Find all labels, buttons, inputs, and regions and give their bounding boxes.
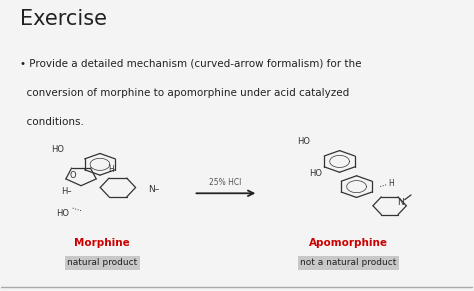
Text: H–: H– <box>62 187 72 196</box>
Text: Morphine: Morphine <box>74 237 130 248</box>
Text: O: O <box>70 171 76 180</box>
Text: Apomorphine: Apomorphine <box>309 237 388 248</box>
Text: N: N <box>398 198 404 207</box>
Text: HO: HO <box>310 169 322 178</box>
Text: not a natural product: not a natural product <box>300 258 396 267</box>
Text: HO: HO <box>51 145 64 154</box>
Text: natural product: natural product <box>67 258 137 267</box>
Text: HO: HO <box>297 137 310 146</box>
Text: H: H <box>389 179 394 188</box>
Text: 25% HCl: 25% HCl <box>210 178 242 187</box>
Text: H: H <box>108 165 114 174</box>
Text: N–: N– <box>148 185 159 194</box>
Text: conversion of morphine to apomorphine under acid catalyzed: conversion of morphine to apomorphine un… <box>19 88 349 97</box>
Text: Exercise: Exercise <box>19 9 107 29</box>
Text: • Provide a detailed mechanism (curved-arrow formalism) for the: • Provide a detailed mechanism (curved-a… <box>19 58 361 69</box>
Text: conditions.: conditions. <box>19 116 83 127</box>
Text: HO: HO <box>55 209 69 218</box>
